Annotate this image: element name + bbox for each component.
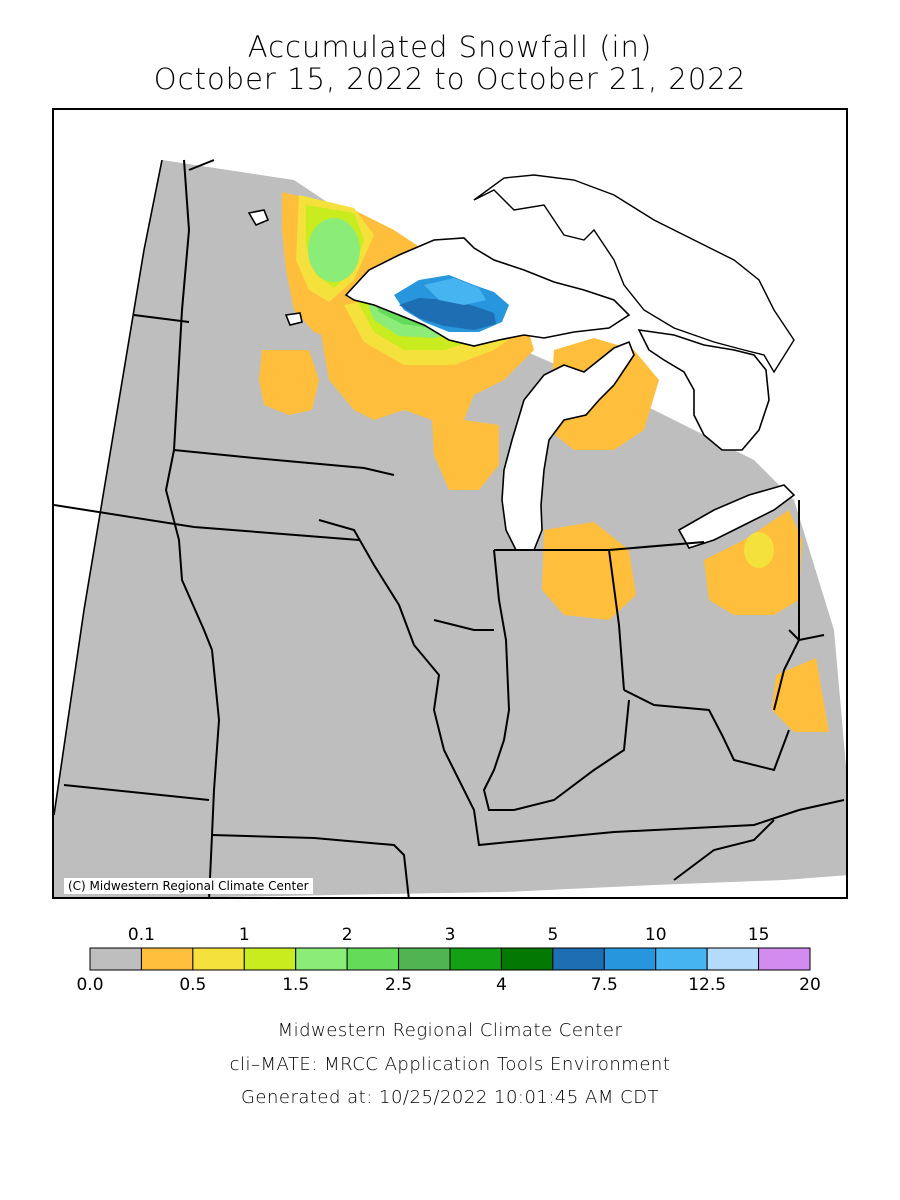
legend-swatch — [295, 947, 348, 971]
legend-top-label: 1 — [239, 925, 250, 945]
color-legend: 0.1 1 2 3 5 10 15 0.0 0.5 1.5 2.5 4 7.5 12.5 20 — [76, 925, 821, 995]
legend-swatch — [603, 947, 657, 971]
legend-swatch — [706, 947, 760, 971]
footer-line-3: Generated at: 10/25/2022 10:01:45 AM CDT — [240, 1087, 660, 1108]
legend-top-label: 2 — [342, 925, 353, 945]
snowfall-5-10 — [394, 275, 509, 332]
legend-top-label: 10 — [645, 925, 667, 945]
legend-bottom-label: 4 — [496, 975, 507, 995]
legend-bottom-label: 0.0 — [76, 975, 103, 995]
legend-swatch — [346, 947, 400, 971]
legend-bottom-label: 7.5 — [591, 975, 618, 995]
footer-line-2: cli–MATE: MRCC Application Tools Environ… — [229, 1054, 671, 1075]
legend-swatch — [243, 947, 297, 971]
legend-swatch — [89, 947, 142, 971]
legend-bottom-label: 20 — [799, 975, 821, 995]
state-boundaries — [54, 159, 845, 897]
legend-top-label: 5 — [547, 925, 558, 945]
legend-bottom-label: 0.5 — [179, 975, 206, 995]
legend-top-label: 0.1 — [128, 925, 155, 945]
legend-swatch — [552, 947, 605, 971]
legend-top-label: 3 — [445, 925, 456, 945]
legend-swatch — [500, 947, 554, 971]
legend-bottom-label: 12.5 — [688, 975, 726, 995]
legend-bottom-label: 2.5 — [385, 975, 412, 995]
map-title-line1: Accumulated Snowfall (in) — [247, 30, 653, 64]
footer-line-1: Midwestern Regional Climate Center — [277, 1020, 623, 1041]
legend-swatch — [192, 947, 245, 971]
legend-swatch — [398, 947, 451, 971]
copyright-label: (C) Midwestern Regional Climate Center — [64, 878, 313, 894]
legend-bottom-label: 1.5 — [282, 975, 309, 995]
legend-swatch — [758, 947, 811, 971]
canada-region — [473, 174, 795, 374]
legend-top-label: 15 — [748, 925, 770, 945]
legend-swatch — [655, 947, 708, 971]
legend-swatch — [140, 947, 194, 971]
map-title-line2: October 15, 2022 to October 21, 2022 — [153, 62, 747, 96]
map-frame: (C) Midwestern Regional Climate Center — [52, 108, 848, 899]
map-edge-lines — [54, 159, 163, 816]
land-region — [54, 160, 846, 897]
snowfall-map — [54, 159, 846, 897]
legend-swatch — [449, 947, 502, 971]
